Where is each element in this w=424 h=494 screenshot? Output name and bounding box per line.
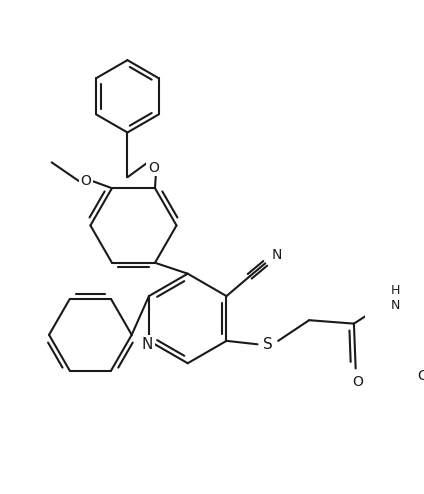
Text: O: O — [352, 375, 363, 389]
Text: S: S — [263, 337, 273, 352]
Text: O: O — [81, 174, 92, 188]
Text: H
N: H N — [391, 284, 400, 312]
Text: N: N — [142, 337, 153, 352]
Text: N: N — [272, 248, 282, 262]
Text: O: O — [148, 161, 159, 175]
Text: Cl: Cl — [418, 369, 424, 383]
